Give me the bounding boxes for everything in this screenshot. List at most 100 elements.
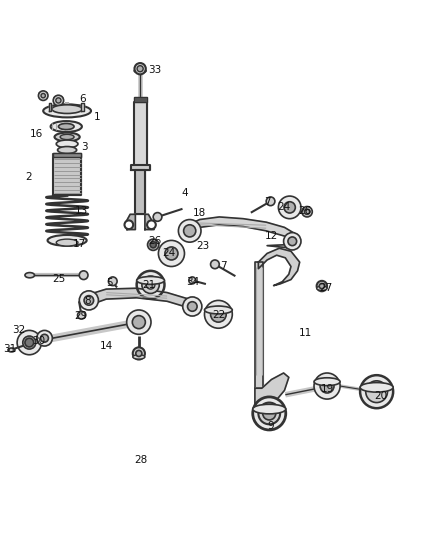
Circle shape xyxy=(279,196,301,219)
Circle shape xyxy=(288,237,297,246)
Circle shape xyxy=(211,260,219,269)
Ellipse shape xyxy=(51,121,82,132)
Circle shape xyxy=(150,242,156,248)
Text: 33: 33 xyxy=(148,65,162,75)
Text: 4: 4 xyxy=(181,188,188,198)
Ellipse shape xyxy=(52,105,82,114)
Circle shape xyxy=(17,330,42,355)
Circle shape xyxy=(137,66,143,72)
Circle shape xyxy=(165,247,178,260)
Ellipse shape xyxy=(57,147,77,154)
Circle shape xyxy=(283,232,301,250)
Circle shape xyxy=(153,213,162,221)
Ellipse shape xyxy=(360,383,393,392)
Ellipse shape xyxy=(205,306,232,314)
Circle shape xyxy=(132,316,145,329)
Text: 25: 25 xyxy=(53,273,66,284)
Text: 28: 28 xyxy=(134,455,148,465)
Circle shape xyxy=(253,397,286,430)
Polygon shape xyxy=(131,165,150,170)
Circle shape xyxy=(366,381,388,402)
Circle shape xyxy=(137,271,165,298)
Polygon shape xyxy=(53,154,81,157)
Text: 22: 22 xyxy=(212,310,225,320)
Polygon shape xyxy=(255,262,263,388)
Circle shape xyxy=(41,93,46,98)
Text: 26: 26 xyxy=(299,206,312,216)
Ellipse shape xyxy=(48,235,87,246)
Ellipse shape xyxy=(39,92,48,95)
Circle shape xyxy=(360,375,393,408)
Text: 2: 2 xyxy=(25,172,32,182)
Text: 14: 14 xyxy=(99,341,113,351)
Circle shape xyxy=(320,379,334,393)
Text: 7: 7 xyxy=(264,197,270,207)
Circle shape xyxy=(146,280,155,289)
Text: 31: 31 xyxy=(3,344,16,354)
Text: 3: 3 xyxy=(81,142,88,152)
Circle shape xyxy=(184,225,196,237)
Text: 20: 20 xyxy=(374,391,388,401)
Circle shape xyxy=(136,350,142,357)
Circle shape xyxy=(314,373,340,399)
Circle shape xyxy=(56,98,61,103)
Text: 11: 11 xyxy=(299,328,312,337)
Polygon shape xyxy=(258,248,300,286)
Ellipse shape xyxy=(56,239,78,246)
Ellipse shape xyxy=(25,272,35,278)
Circle shape xyxy=(39,91,48,100)
Text: 32: 32 xyxy=(12,325,25,335)
Circle shape xyxy=(79,291,99,310)
Text: 9: 9 xyxy=(267,422,274,432)
Circle shape xyxy=(147,221,156,229)
Circle shape xyxy=(302,206,312,217)
Circle shape xyxy=(84,296,94,305)
Circle shape xyxy=(189,277,196,284)
Ellipse shape xyxy=(56,140,78,148)
Text: 17: 17 xyxy=(73,239,86,249)
Circle shape xyxy=(25,338,34,347)
Polygon shape xyxy=(53,155,81,195)
Circle shape xyxy=(109,277,117,286)
Text: 24: 24 xyxy=(162,248,176,259)
Polygon shape xyxy=(145,214,154,230)
Text: 18: 18 xyxy=(193,208,206,219)
Text: 24: 24 xyxy=(277,201,290,212)
Circle shape xyxy=(159,240,184,266)
Circle shape xyxy=(148,239,159,251)
Text: 27: 27 xyxy=(319,283,332,293)
Circle shape xyxy=(53,95,64,106)
Polygon shape xyxy=(134,97,147,102)
Text: 7: 7 xyxy=(220,261,227,271)
Circle shape xyxy=(284,201,295,213)
Circle shape xyxy=(133,348,145,360)
Circle shape xyxy=(79,271,88,279)
Ellipse shape xyxy=(253,405,286,414)
Ellipse shape xyxy=(43,104,91,117)
Circle shape xyxy=(178,220,201,242)
Ellipse shape xyxy=(317,286,327,290)
Circle shape xyxy=(127,310,151,334)
Polygon shape xyxy=(49,103,51,111)
Polygon shape xyxy=(184,217,297,248)
Text: 12: 12 xyxy=(265,231,278,241)
Circle shape xyxy=(183,297,202,316)
Text: 16: 16 xyxy=(30,129,43,139)
Ellipse shape xyxy=(54,133,80,141)
Circle shape xyxy=(205,301,232,328)
Text: 29: 29 xyxy=(74,311,88,321)
Polygon shape xyxy=(255,373,289,408)
Text: 6: 6 xyxy=(79,94,86,104)
Text: 23: 23 xyxy=(196,240,209,251)
Ellipse shape xyxy=(54,96,63,100)
Text: 13: 13 xyxy=(74,206,88,216)
Circle shape xyxy=(41,334,49,342)
Polygon shape xyxy=(125,214,135,230)
Polygon shape xyxy=(88,288,195,313)
Circle shape xyxy=(317,281,327,291)
Circle shape xyxy=(134,63,146,75)
Ellipse shape xyxy=(58,124,74,130)
Text: 19: 19 xyxy=(321,384,334,394)
Polygon shape xyxy=(134,102,147,166)
Circle shape xyxy=(187,302,197,311)
